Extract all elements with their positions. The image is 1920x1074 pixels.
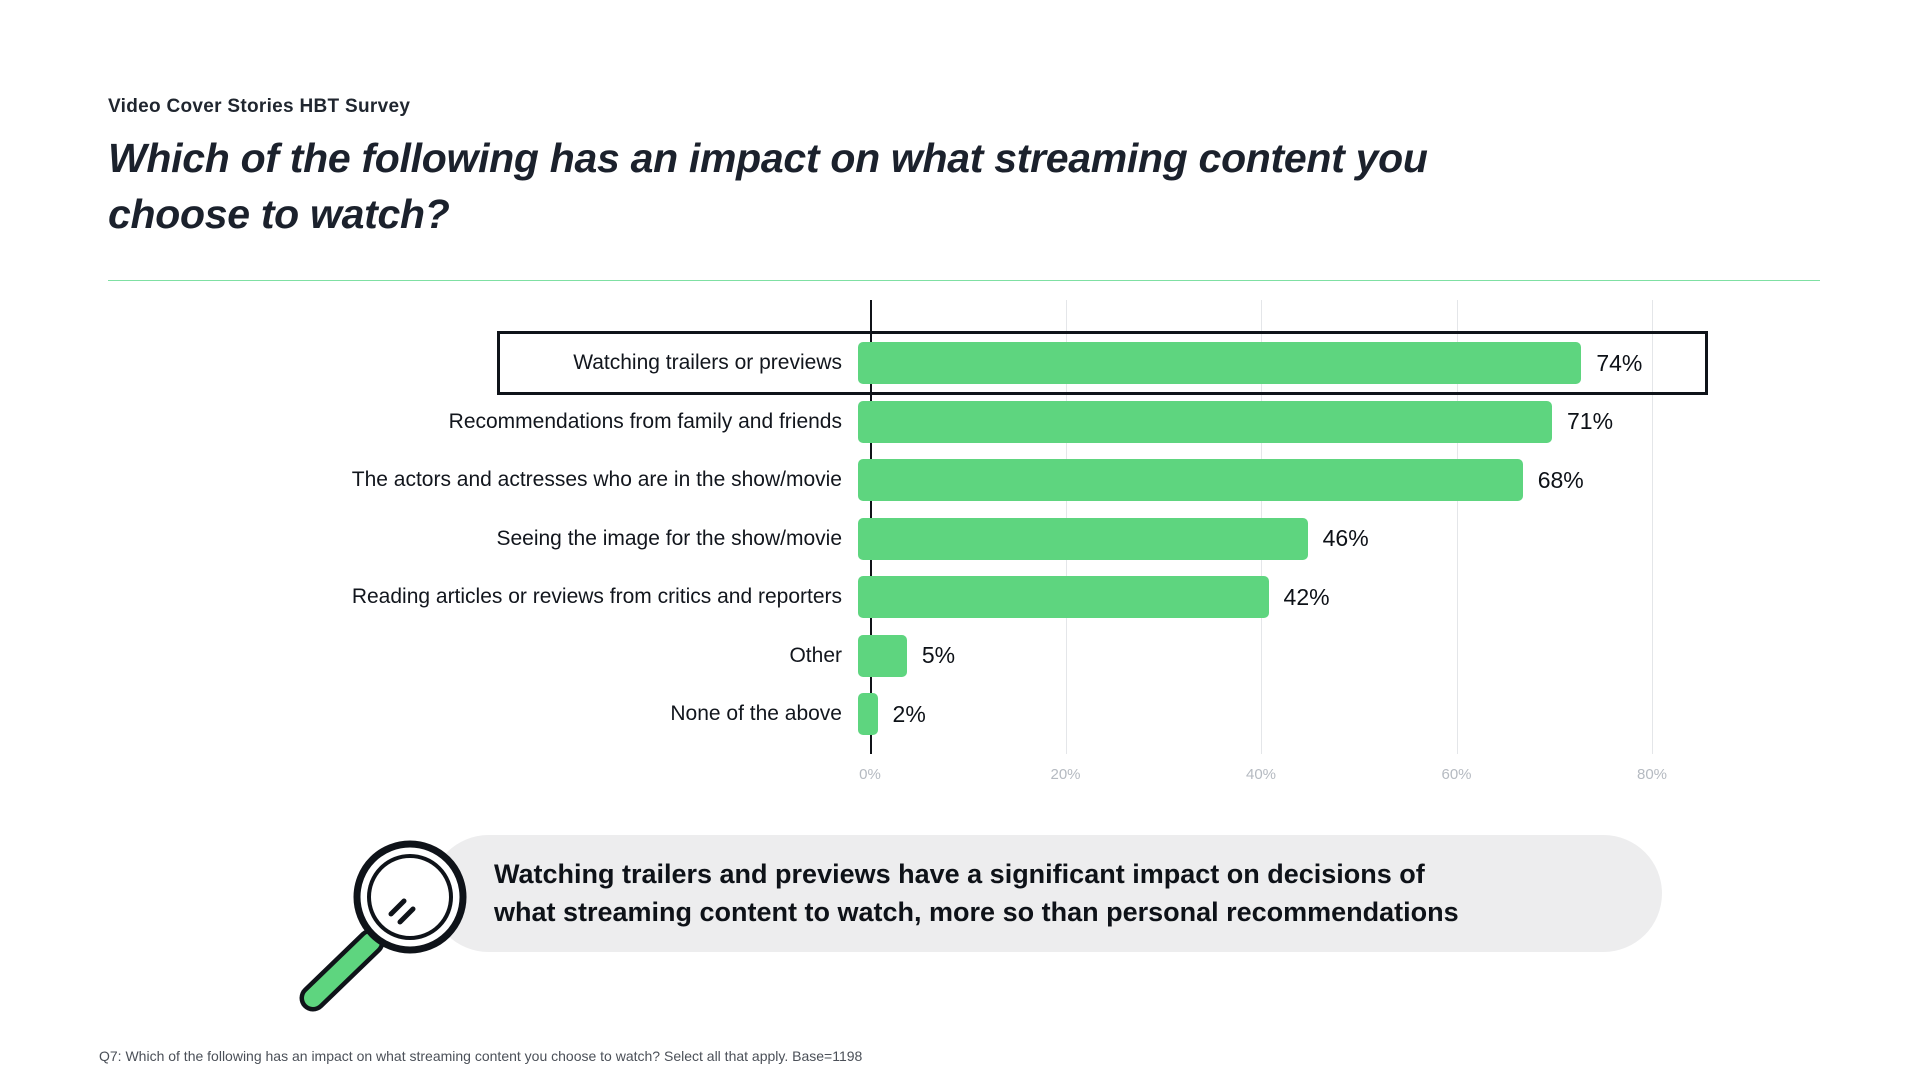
bar (858, 342, 1582, 385)
bar (858, 400, 1553, 443)
x-tick-label: 80% (1636, 766, 1668, 783)
chart-rows: Watching trailers or previews 74% Recommen… (108, 334, 1868, 744)
highlight-box (497, 331, 1708, 395)
callout-text: Watching trailers and previews have a si… (494, 855, 1459, 931)
bar-category-label: None of the above (670, 702, 842, 726)
x-tick-label: 20% (1050, 766, 1081, 783)
callout-pill (430, 835, 1662, 952)
chart-row: Other 5% (108, 627, 1868, 686)
chart-row: None of the above 2% (108, 685, 1868, 744)
x-tick-label: 60% (1441, 766, 1472, 783)
magnifier-icon (299, 840, 467, 1012)
bar (858, 459, 1523, 502)
bar-wrap: 71% (858, 400, 1614, 443)
bar-wrap: 42% (858, 576, 1330, 619)
bar-wrap: 74% (858, 342, 1643, 385)
page-title: Which of the following has an impact on … (108, 130, 1428, 242)
bar-category-label: The actors and actresses who are in the … (351, 468, 842, 492)
bar-category-label: Recommendations from family and friends (448, 409, 842, 433)
bar (858, 517, 1308, 560)
x-tick-label: 0% (859, 766, 881, 783)
bar-value-label: 42% (1283, 583, 1330, 610)
chart-row: The actors and actresses who are in the … (108, 451, 1868, 510)
gridline-60% (1456, 300, 1458, 754)
bar-chart: 0% 20% 40% 60% 80% Watching trailers or prev… (108, 300, 1868, 790)
bar-wrap: 5% (858, 634, 956, 677)
gridline-80% (1652, 300, 1653, 754)
chart-row: Recommendations from family and friends 7… (108, 393, 1868, 452)
divider-line (108, 280, 1820, 281)
bar-value-label: 74% (1596, 349, 1643, 376)
footnote: Q7: Which of the following has an impact… (99, 1048, 863, 1064)
bar-value-label: 71% (1567, 408, 1614, 435)
bar-category-label: Seeing the image for the show/movie (496, 526, 842, 550)
bar-category-label: Other (789, 643, 842, 667)
bar-value-label: 46% (1322, 525, 1369, 552)
eyebrow-label: Video Cover Stories HBT Survey (108, 96, 411, 117)
title-line-1: Which of the following has an impact on … (108, 135, 1428, 181)
title-line-2: choose to watch? (108, 191, 450, 237)
bar-category-label: Reading articles or reviews from critics… (351, 585, 842, 609)
bar-wrap: 46% (858, 517, 1369, 560)
bar-value-label: 5% (921, 642, 956, 669)
bar-value-label: 2% (892, 700, 926, 727)
bar-value-label: 68% (1537, 466, 1584, 493)
callout-line-1: Watching trailers and previews have a si… (494, 859, 1425, 889)
bar (858, 576, 1269, 619)
chart-row: Seeing the image for the show/movie 46% (108, 510, 1868, 569)
bar-wrap: 2% (858, 693, 926, 736)
x-tick-label: 40% (1245, 766, 1277, 783)
chart-row: Watching trailers or previews 74% (108, 334, 1868, 393)
bar (858, 634, 907, 677)
bar-wrap: 68% (858, 459, 1584, 502)
bar-category-label: Watching trailers or previews (573, 351, 842, 375)
chart-row: Reading articles or reviews from critics… (108, 568, 1868, 627)
callout-line-2: what streaming content to watch, more so… (494, 897, 1459, 927)
bar (858, 693, 878, 736)
